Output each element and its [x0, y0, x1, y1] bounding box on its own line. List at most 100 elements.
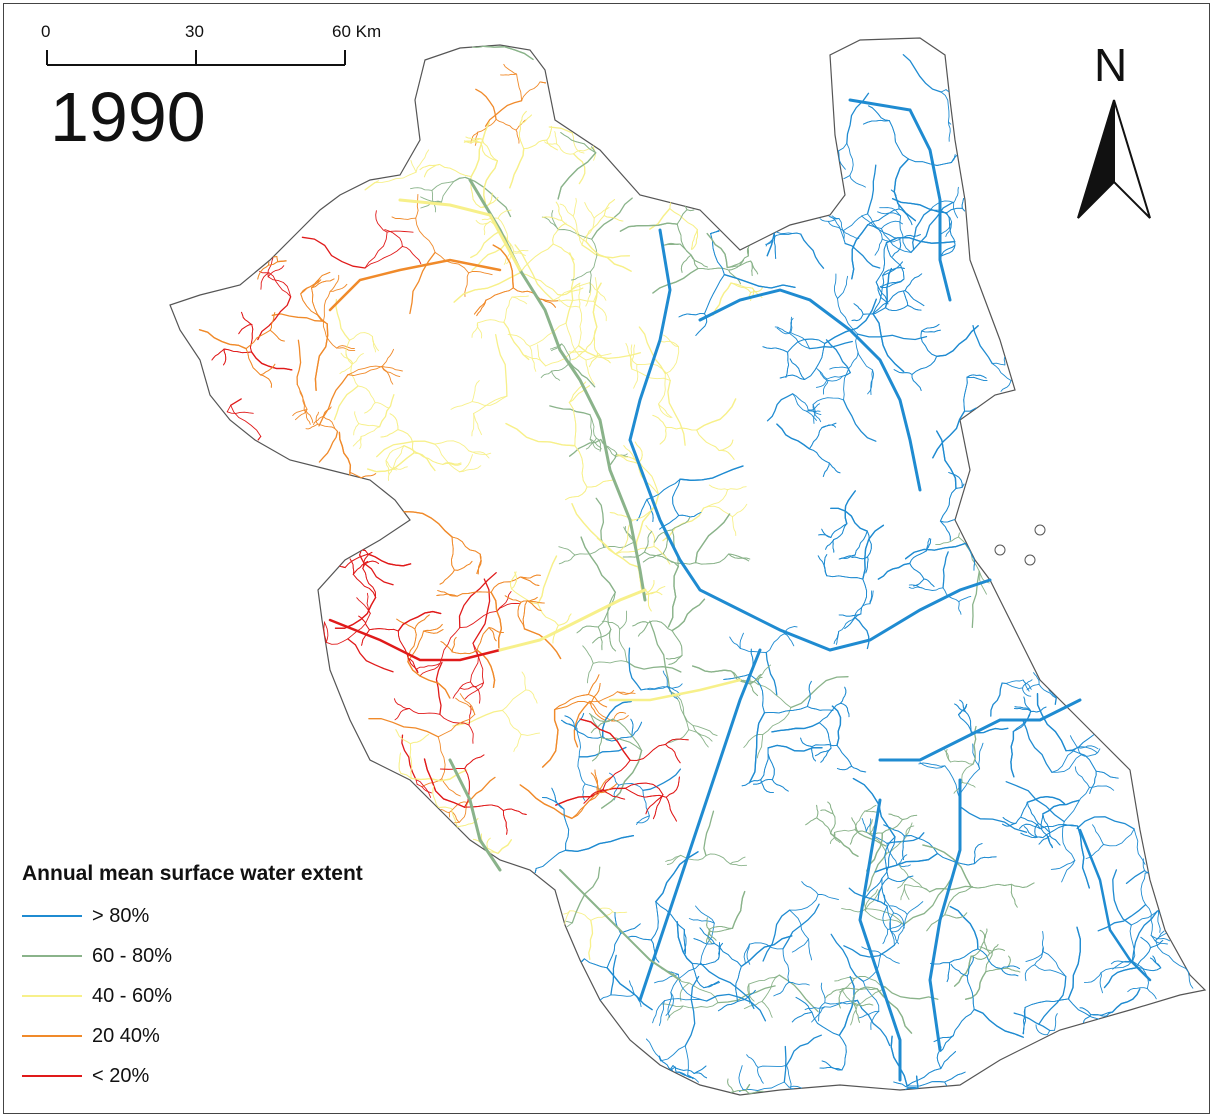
river-tributary: [1076, 825, 1090, 889]
river-tributary: [898, 863, 909, 878]
river-tributary: [826, 575, 864, 580]
river-tributary: [1065, 750, 1097, 772]
river-tributary: [358, 423, 381, 428]
river-tributary: [1090, 1011, 1113, 1016]
river-tributary: [571, 350, 586, 361]
river-tributary: [362, 567, 377, 598]
river-tributary: [338, 431, 352, 473]
river-tributary: [1003, 356, 1006, 366]
river-tributary: [749, 676, 763, 685]
river-tributary: [1021, 719, 1053, 773]
river-tributary: [450, 808, 458, 828]
river-tributary: [563, 910, 571, 915]
river-tributary: [269, 329, 285, 342]
river-tributary: [723, 273, 796, 289]
river-tributary: [568, 402, 577, 447]
river-tributary: [574, 445, 588, 488]
legend-item: 60 - 80%: [22, 936, 452, 976]
river-tributary: [966, 975, 975, 1010]
river-tributary: [961, 207, 966, 212]
river-tributary: [589, 691, 618, 703]
river-tributary: [865, 818, 872, 833]
river-tributary: [846, 142, 854, 176]
river-tributary: [838, 142, 848, 152]
river-tributary: [423, 623, 443, 632]
river-tributary: [589, 271, 592, 293]
river-tributary: [872, 290, 906, 315]
river-tributary: [908, 158, 952, 166]
river-tributary: [867, 224, 901, 239]
river-tributary: [819, 218, 836, 222]
river-tributary: [669, 208, 698, 231]
river-tributary: [1127, 987, 1148, 993]
river-tributary: [969, 407, 977, 412]
river-tributary: [548, 126, 573, 134]
river-tributary: [815, 378, 828, 388]
river-tributary: [1000, 965, 1020, 970]
river-tributary: [434, 440, 470, 452]
river-tributary: [503, 296, 513, 323]
river-tributary: [364, 231, 388, 269]
river-tributary: [584, 202, 595, 219]
river-tributary: [789, 894, 819, 911]
river-tributary: [590, 703, 606, 721]
river-tributary: [660, 1045, 686, 1062]
river-tributary: [519, 124, 525, 150]
river-tributary: [352, 435, 362, 447]
river-tributary: [1051, 746, 1078, 773]
river-tributary: [372, 336, 376, 353]
river-tributary: [696, 398, 737, 431]
river-tributary: [296, 384, 308, 410]
river-tributary: [476, 319, 505, 324]
river-tributary: [650, 901, 659, 941]
river-tributary: [358, 554, 394, 586]
river-tributary: [902, 814, 918, 820]
river-tributary: [979, 929, 986, 942]
river-tributary: [465, 138, 483, 142]
river-tributary: [526, 600, 545, 604]
river-tributary: [439, 569, 455, 585]
river-tributary: [649, 620, 671, 692]
river-tributary: [942, 551, 949, 589]
river-tributary: [267, 276, 292, 298]
river-tributary: [364, 245, 403, 269]
river-tributary: [938, 244, 956, 257]
river-tributary: [471, 380, 480, 403]
river-tributary: [821, 528, 832, 538]
river-tributary: [610, 993, 635, 997]
river-tributary: [664, 998, 708, 1002]
river-tributary: [844, 613, 862, 629]
river-tributary: [1023, 1006, 1026, 1035]
river-tributary: [816, 804, 819, 819]
river-tributary: [790, 676, 849, 709]
river-tributary: [886, 832, 925, 845]
river-tributary: [748, 974, 780, 985]
river-tributary: [838, 976, 855, 1036]
river-tributary: [1039, 824, 1079, 830]
river-tributary: [497, 217, 509, 243]
river-tributary: [500, 73, 518, 76]
river-tributary: [259, 363, 276, 376]
river-tributary: [848, 351, 859, 369]
river-tributary: [535, 849, 567, 869]
river-tributary: [726, 260, 752, 269]
river-tributary: [936, 430, 957, 490]
river-tributary: [374, 171, 417, 184]
river-tributary: [603, 199, 616, 216]
river-tributary: [311, 287, 328, 325]
river-tributary: [757, 664, 772, 686]
river-tributary: [269, 312, 276, 331]
river-tributary: [601, 737, 643, 751]
river-tributary: [569, 910, 592, 921]
river-tributary: [464, 768, 470, 808]
river-tributary: [694, 513, 731, 564]
river-tributary: [806, 706, 834, 711]
river-tributary: [401, 734, 417, 781]
river-tributary: [652, 414, 667, 429]
river-tributary: [1054, 1013, 1058, 1031]
river-tributary: [642, 768, 682, 792]
river-tributary: [827, 801, 834, 814]
river-tributary: [789, 358, 806, 380]
river-tributary: [707, 930, 713, 945]
river-tributary: [1002, 817, 1017, 824]
